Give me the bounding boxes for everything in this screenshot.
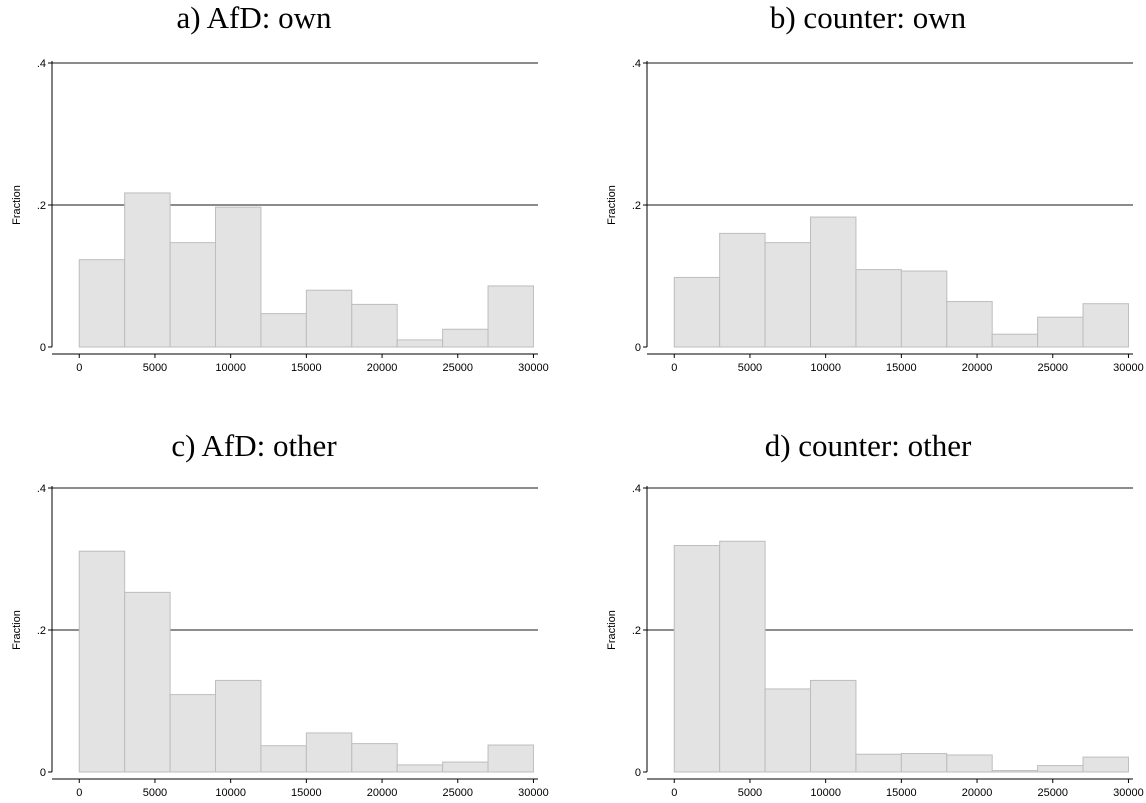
- y-tick-label: 0: [40, 767, 46, 779]
- x-tick-label: 25000: [1037, 787, 1068, 799]
- x-tick-label: 20000: [962, 787, 993, 799]
- histogram-bar: [169, 242, 217, 348]
- histogram-bar: [991, 770, 1039, 773]
- y-tick-label: 0: [635, 767, 641, 779]
- x-tick-label: 5000: [738, 787, 762, 799]
- x-tick-label: 30000: [1113, 362, 1144, 374]
- histogram-bar: [673, 276, 721, 348]
- panel-title: a) AfD: own: [177, 0, 332, 35]
- y-axis-label: Fraction: [11, 185, 23, 225]
- panel-b-counter-own: b) counter: own 0 .2 .4 0 5000 10000 15000 20000…: [606, 0, 1144, 374]
- histogram-bar: [946, 754, 993, 773]
- x-tick-label: 30000: [518, 787, 549, 799]
- histogram-bar: [169, 694, 217, 773]
- histogram-bar: [78, 550, 126, 773]
- histogram-bar: [215, 679, 262, 773]
- x-tick-label: 10000: [810, 362, 841, 374]
- histogram-bar: [855, 753, 902, 773]
- histogram-bar: [1082, 303, 1129, 348]
- panel-title: c) AfD: other: [171, 428, 337, 463]
- x-tick-label: 0: [671, 787, 677, 799]
- histogram-bar: [719, 540, 766, 773]
- histogram-bar: [900, 753, 948, 773]
- x-tick-label: 20000: [367, 787, 398, 799]
- x-tick-label: 0: [76, 362, 82, 374]
- histogram-bar: [673, 545, 721, 773]
- histogram-bar: [810, 216, 857, 348]
- histogram-bar: [396, 339, 444, 348]
- x-tick-label: 20000: [367, 362, 398, 374]
- histogram-bar: [487, 744, 534, 773]
- panel-a-afd-own: a) AfD: own 0 .2 .4 0 5000 10000 15000 20000 2500…: [11, 0, 549, 374]
- x-tick-label: 20000: [962, 362, 993, 374]
- panel-title: d) counter: other: [765, 428, 972, 463]
- x-tick-label: 5000: [738, 362, 762, 374]
- x-tick-label: 10000: [810, 787, 841, 799]
- x-tick-label: 0: [671, 362, 677, 374]
- y-axis-label: Fraction: [606, 610, 618, 650]
- histogram-bar: [487, 285, 534, 348]
- histogram-bar: [900, 270, 948, 348]
- histogram-bar: [991, 333, 1039, 348]
- histogram-bar: [946, 301, 993, 348]
- histogram-bar: [215, 206, 262, 348]
- panel-d-counter-other: d) counter: other 0 .2 .4 0 5000 10000 15000 200…: [606, 428, 1144, 799]
- x-tick-label: 15000: [886, 362, 917, 374]
- y-axis-label: Fraction: [606, 185, 618, 225]
- histogram-bar: [124, 192, 171, 348]
- x-tick-label: 25000: [442, 787, 473, 799]
- y-tick-label: 0: [40, 342, 46, 354]
- y-tick-label: .4: [37, 483, 46, 495]
- histogram-bar: [442, 328, 489, 348]
- histogram-bar: [124, 591, 171, 773]
- histogram-bar: [442, 761, 489, 773]
- x-tick-label: 30000: [518, 362, 549, 374]
- y-tick-label: .2: [37, 625, 46, 637]
- y-tick-label: .4: [632, 483, 641, 495]
- x-tick-label: 10000: [215, 362, 246, 374]
- histogram-bar: [764, 242, 812, 348]
- histogram-bar: [764, 688, 812, 773]
- x-tick-label: 25000: [442, 362, 473, 374]
- histogram-bar: [78, 259, 126, 348]
- x-tick-label: 30000: [1113, 787, 1144, 799]
- histogram-bar: [1037, 316, 1084, 348]
- x-tick-label: 0: [76, 787, 82, 799]
- histogram-bar: [351, 743, 398, 773]
- x-tick-label: 15000: [886, 787, 917, 799]
- x-tick-label: 10000: [215, 787, 246, 799]
- histogram-bar: [396, 764, 444, 773]
- y-tick-label: .4: [37, 58, 46, 70]
- histogram-bar: [305, 732, 353, 773]
- y-tick-label: .2: [37, 200, 46, 212]
- panel-c-afd-other: c) AfD: other 0 .2 .4 0 5000 10000 15000 20000 25…: [11, 428, 549, 799]
- y-axis-label: Fraction: [11, 610, 23, 650]
- y-tick-label: .2: [632, 625, 641, 637]
- panel-title: b) counter: own: [770, 0, 967, 35]
- y-tick-label: 0: [635, 342, 641, 354]
- y-tick-label: .4: [632, 58, 641, 70]
- x-tick-label: 15000: [291, 362, 322, 374]
- x-tick-label: 15000: [291, 787, 322, 799]
- histogram-bar: [855, 269, 902, 348]
- x-tick-label: 5000: [143, 787, 167, 799]
- x-tick-label: 25000: [1037, 362, 1068, 374]
- histogram-bar: [260, 313, 307, 348]
- x-tick-label: 5000: [143, 362, 167, 374]
- histogram-bar: [305, 289, 353, 348]
- histogram-bar: [1082, 756, 1129, 773]
- histogram-bar: [351, 303, 398, 348]
- histogram-bar: [810, 679, 857, 773]
- histogram-bar: [1037, 765, 1084, 773]
- y-tick-label: .2: [632, 200, 641, 212]
- histogram-bar: [719, 232, 766, 348]
- histogram-bar: [260, 745, 307, 773]
